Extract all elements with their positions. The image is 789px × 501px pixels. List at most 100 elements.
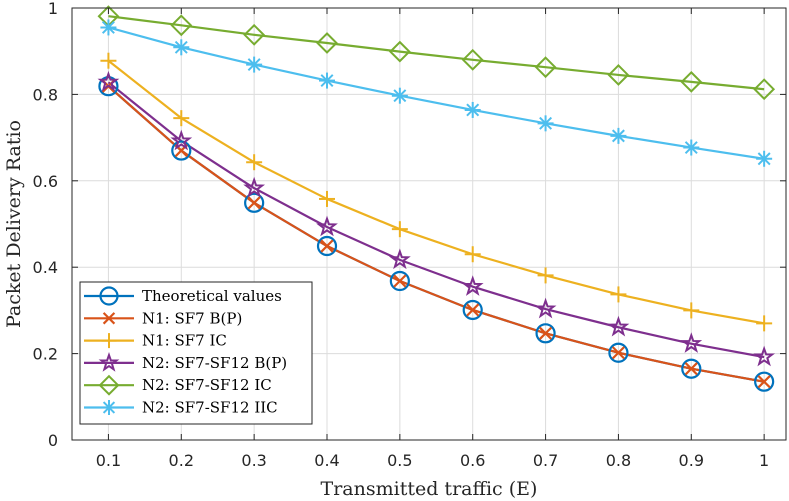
data-point-s4: [461, 275, 484, 296]
x-tick-label: 0.4: [314, 451, 339, 470]
legend-label: N1: SF7 IC: [142, 332, 227, 350]
data-point-s6: [246, 56, 263, 73]
legend-label: Theoretical values: [142, 287, 282, 305]
data-point-s1: [244, 192, 265, 213]
x-tick-label: 0.2: [169, 451, 194, 470]
data-point-s1: [462, 299, 483, 321]
data-point-s3: [756, 315, 773, 332]
data-point-s1: [754, 371, 775, 392]
legend-label: N2: SF7-SF12 IIC: [142, 399, 278, 417]
x-tick-label: 0.1: [96, 451, 121, 470]
data-point-s2: [757, 375, 771, 389]
data-point-s2: [539, 326, 553, 340]
legend-label: N2: SF7-SF12 IC: [142, 376, 272, 394]
y-tick-label: 0.4: [33, 258, 58, 277]
data-point-s3: [319, 190, 335, 207]
data-point-s1: [389, 270, 410, 292]
data-point-s1: [316, 235, 338, 257]
legend-marker: [102, 312, 116, 325]
legend-item: N2: SF7-SF12 B(P): [84, 351, 287, 372]
data-point-s3: [246, 154, 263, 171]
data-point-s4: [680, 332, 703, 353]
legend-box: [79, 281, 313, 425]
x-tick-label: 0.3: [241, 451, 266, 470]
data-point-s3: [173, 110, 190, 127]
series-line-5: [108, 15, 765, 91]
data-point-s2: [320, 239, 334, 253]
data-point-s5: [316, 32, 338, 54]
data-point-s2: [393, 274, 407, 288]
legend-label: N1: SF7 B(P): [142, 309, 242, 327]
data-point-s6: [683, 139, 700, 156]
data-point-s2: [466, 303, 480, 317]
legend-item: N1: SF7 IC: [84, 332, 227, 350]
legend-item: N2: SF7-SF12 IIC: [84, 399, 278, 417]
data-point-s1: [535, 323, 556, 344]
data-point-s6: [756, 150, 773, 167]
data-point-s2: [247, 196, 261, 210]
y-axis-label: Packet Delivery Ratio: [3, 120, 25, 328]
x-tick-label: 0.8: [606, 451, 631, 470]
series-line-2: [107, 85, 765, 383]
data-point-s6: [464, 101, 481, 118]
data-point-s3: [391, 221, 408, 238]
legend-item: N1: SF7 B(P): [84, 309, 242, 327]
data-point-s3: [683, 302, 700, 319]
data-point-s5: [680, 70, 703, 93]
data-point-s2: [611, 346, 625, 360]
series-line-6: [108, 26, 765, 160]
legend-marker: [101, 400, 117, 415]
y-tick-label: 1: [48, 0, 58, 18]
x-tick-label: 0.7: [533, 451, 558, 470]
data-point-s1: [681, 358, 702, 379]
x-tick-label: 0.5: [387, 451, 412, 470]
legend-marker: [99, 286, 119, 306]
x-tick-label: 0.9: [679, 451, 704, 470]
data-point-s6: [173, 39, 190, 56]
data-point-s6: [391, 87, 408, 104]
data-point-s4: [170, 129, 193, 151]
data-point-s1: [98, 76, 119, 97]
data-point-s4: [243, 176, 266, 198]
x-tick-label: 0.6: [460, 451, 485, 470]
data-point-s3: [464, 246, 481, 263]
legend-marker: [98, 351, 120, 372]
ticks: 0.1 0.2 0.3 0.4 0.5 0.6 0.7 0.8 0.9 1 0 0.2 0.4 0.6 0.…: [33, 0, 786, 470]
data-point-s6: [100, 19, 117, 36]
data-point-s4: [753, 345, 776, 367]
data-point-s4: [97, 70, 120, 92]
data-point-s4: [316, 215, 338, 237]
data-point-s2: [684, 362, 698, 376]
y-tick-label: 0: [48, 431, 58, 450]
data-point-s4: [607, 315, 630, 337]
data-point-s5: [170, 14, 193, 37]
data-point-s4: [388, 248, 411, 270]
x-tick-label: 1: [759, 451, 769, 470]
series-line-4: [107, 81, 765, 359]
data-point-s5: [753, 78, 776, 101]
data-point-s5: [607, 64, 630, 86]
series-markers: [97, 5, 776, 392]
data-point-s5: [243, 23, 266, 46]
data-point-s5: [388, 40, 411, 63]
legend-marker: [101, 333, 117, 349]
y-tick-label: 0.6: [33, 172, 58, 191]
data-point-s5: [461, 48, 484, 71]
data-point-s4: [534, 297, 557, 319]
legend-marker: [98, 374, 120, 396]
data-point-s6: [537, 115, 554, 132]
legend-item: N2: SF7-SF12 IC: [84, 374, 272, 396]
y-tick-label: 0.8: [33, 85, 58, 104]
data-point-s3: [537, 267, 554, 284]
data-point-s6: [319, 72, 335, 89]
data-point-s6: [610, 127, 627, 144]
legend-label: N2: SF7-SF12 B(P): [142, 354, 287, 372]
legend: Theoretical values N1: SF7 B(P) N1: SF7 IC…: [79, 281, 313, 425]
x-axis-label: Transmitted traffic (E): [321, 478, 538, 500]
data-point-s1: [608, 342, 629, 363]
plot-frame: [71, 7, 787, 441]
data-point-s3: [100, 52, 117, 69]
y-tick-label: 0.2: [33, 345, 58, 364]
series-line-3: [107, 59, 765, 325]
